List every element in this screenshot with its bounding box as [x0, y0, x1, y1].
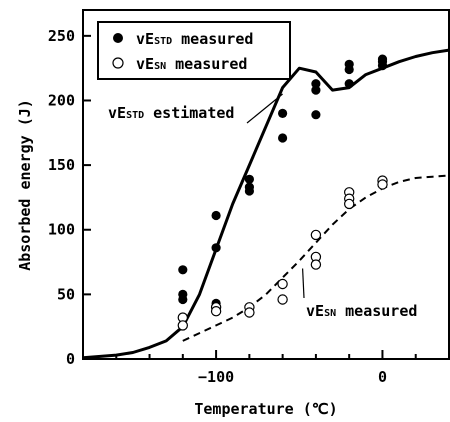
point-std-measured	[311, 79, 321, 89]
point-std-measured	[278, 133, 288, 143]
point-sn-measured	[210, 306, 222, 317]
x-tick-label: 0	[378, 368, 387, 386]
annotation-std-label: vESTD estimated	[108, 104, 234, 122]
point-sn-measured	[310, 259, 322, 270]
y-tick-label: 200	[48, 91, 75, 109]
point-sn-measured	[344, 198, 355, 210]
point-std-measured	[244, 186, 254, 196]
x-axis: −100 0	[115, 350, 417, 386]
y-axis: 0 50 100 150 200 250	[48, 27, 91, 368]
point-std-measured	[244, 174, 254, 184]
legend-label-sn: vESN measured	[136, 55, 247, 73]
legend-label-std: vESTD measured	[136, 30, 253, 48]
point-std-measured	[278, 108, 288, 118]
point-std-measured	[377, 61, 388, 71]
point-sn-measured	[277, 278, 288, 290]
point-std-measured	[211, 243, 221, 253]
y-axis-title: Absorbed energy (J)	[16, 99, 34, 271]
point-std-measured	[178, 294, 188, 305]
point-sn-measured	[177, 320, 188, 331]
legend: vESTD measured vESN measured	[97, 21, 291, 80]
point-std-measured	[178, 265, 188, 275]
point-std-measured	[344, 79, 354, 89]
point-std-measured	[311, 85, 321, 95]
point-sn-measured	[277, 294, 288, 305]
point-std-measured	[311, 110, 321, 120]
point-sn-measured	[377, 179, 388, 190]
legend-marker-sn	[112, 57, 124, 69]
point-std-measured	[344, 64, 354, 75]
x-axis-title: Temperature (℃)	[194, 400, 337, 418]
annotation-sn-measured: vESN measured	[302, 268, 417, 320]
y-tick-label: 0	[66, 350, 75, 368]
point-sn-measured	[244, 307, 255, 318]
x-tick-label: −100	[198, 368, 234, 386]
curves	[82, 48, 450, 360]
point-sn-measured	[310, 229, 322, 241]
annotation-sn-label: vESN measured	[306, 302, 417, 320]
plot-frame	[82, 9, 450, 360]
y-tick-label: 250	[48, 27, 75, 45]
annotation-sn-leader	[302, 268, 305, 299]
curve-sn-estimated	[182, 174, 450, 342]
data-points	[177, 54, 388, 331]
curve-std-estimated	[82, 48, 450, 360]
point-std-measured	[211, 210, 221, 221]
plot-area	[82, 9, 450, 360]
y-tick-label: 150	[48, 156, 75, 174]
y-tick-label: 50	[57, 285, 75, 303]
annotation-std-leader	[246, 93, 283, 124]
y-tick-label: 100	[48, 221, 75, 239]
legend-marker-std	[113, 33, 123, 43]
annotation-std-estimated: vESTD estimated	[108, 93, 283, 124]
legend-box	[97, 21, 291, 80]
